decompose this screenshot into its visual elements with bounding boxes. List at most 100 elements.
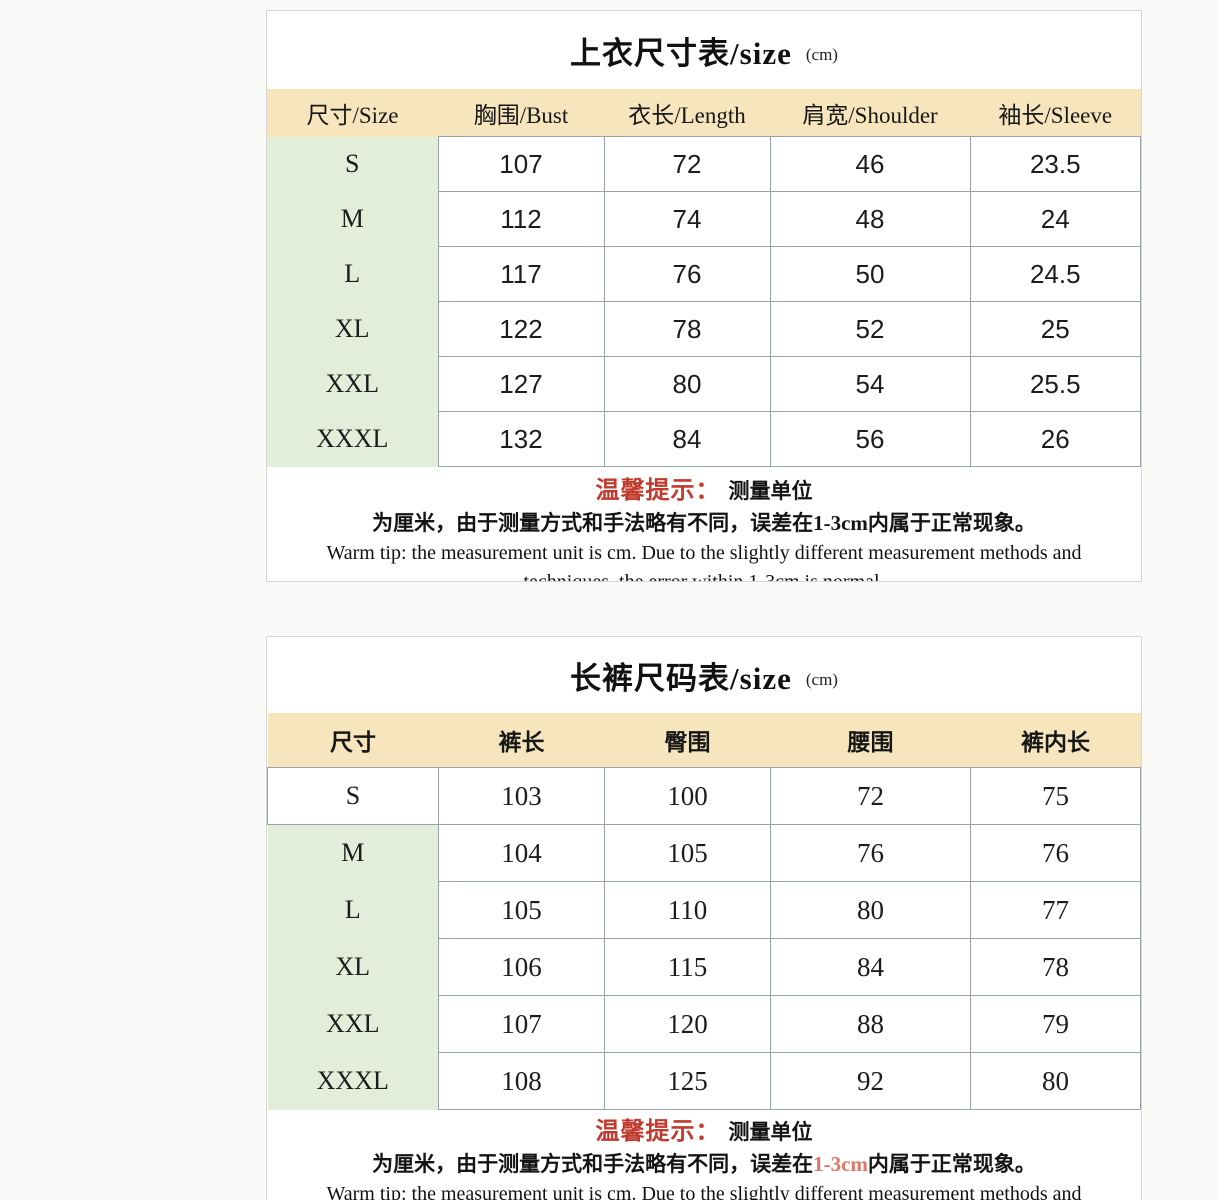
value-cell: 127 <box>437 356 605 412</box>
value-cell: 76 <box>970 824 1141 882</box>
bottom-chart-unit-label: (cm) <box>805 670 838 689</box>
warm-tip-unit-text: 测量单位 <box>728 1120 813 1144</box>
value-cell: 84 <box>603 411 771 467</box>
value-cell: 120 <box>604 995 771 1053</box>
value-cell: 78 <box>603 301 771 357</box>
column-header-sleeve: 袖长/Sleeve <box>970 89 1141 137</box>
value-cell: 132 <box>437 411 605 467</box>
value-cell: 107 <box>437 136 605 192</box>
table-row: S 107 72 46 23.5 <box>267 136 1141 192</box>
table-row: S 103 100 72 75 <box>267 767 1141 825</box>
warm-tip-unit-text: 测量单位 <box>728 479 813 503</box>
value-cell: 106 <box>438 938 605 996</box>
warm-tip-zh-post: 内属于正常现象。 <box>867 1152 1036 1176</box>
size-cell: XXXL <box>267 1052 439 1110</box>
top-warm-tip: 温馨提示： 测量单位 为厘米，由于测量方式和手法略有不同，误差在1-3cm内属于正… <box>267 467 1141 582</box>
value-cell: 75 <box>970 767 1141 825</box>
value-cell: 25 <box>969 301 1141 357</box>
value-cell: 50 <box>769 246 971 302</box>
value-cell: 46 <box>769 136 971 192</box>
value-cell: 107 <box>438 995 605 1053</box>
value-cell: 115 <box>604 938 771 996</box>
warm-tip-line-en2: techniques, the error within 1-3cm is no… <box>523 571 885 582</box>
top-chart-unit-label: (cm) <box>805 45 838 64</box>
value-cell: 103 <box>438 767 605 825</box>
value-cell: 24.5 <box>969 246 1141 302</box>
value-cell: 48 <box>769 191 971 247</box>
warm-tip-line-en1: Warm tip: the measurement unit is cm. Du… <box>326 1183 1082 1200</box>
table-row: XL 122 78 52 25 <box>267 301 1141 357</box>
value-cell: 23.5 <box>969 136 1141 192</box>
warm-tip-zh-highlight: 1-3cm <box>813 1152 868 1176</box>
column-header-waist: 腰围 <box>770 713 971 768</box>
value-cell: 122 <box>437 301 605 357</box>
value-cell: 79 <box>970 995 1141 1053</box>
value-cell: 100 <box>604 767 771 825</box>
value-cell: 105 <box>604 824 771 882</box>
warm-tip-label: 温馨提示： <box>595 478 721 504</box>
size-cell: XL <box>267 938 439 996</box>
warm-tip-label: 温馨提示： <box>595 1119 721 1145</box>
warm-tip-zh-pre: 为厘米，由于测量方式和手法略有不同，误差在 <box>372 1152 814 1176</box>
table-row: L 117 76 50 24.5 <box>267 246 1141 302</box>
column-header-length: 衣长/Length <box>604 89 770 137</box>
value-cell: 84 <box>770 938 971 996</box>
size-cell: L <box>267 246 438 302</box>
value-cell: 25.5 <box>969 356 1141 412</box>
value-cell: 88 <box>770 995 971 1053</box>
warm-tip-heading: 温馨提示： 测量单位 <box>267 1117 1141 1147</box>
value-cell: 56 <box>769 411 971 467</box>
value-cell: 76 <box>770 824 971 882</box>
table-row: XXXL 132 84 56 26 <box>267 411 1141 467</box>
value-cell: 117 <box>437 246 605 302</box>
value-cell: 77 <box>970 881 1141 939</box>
table-row: XXL 107 120 88 79 <box>267 995 1141 1053</box>
bottom-table-header-row: 尺寸 裤长 臀围 腰围 裤内长 <box>267 713 1141 768</box>
size-cell: XXXL <box>267 411 438 467</box>
table-row: XL 106 115 84 78 <box>267 938 1141 996</box>
warm-tip-line-zh: 为厘米，由于测量方式和手法略有不同，误差在1-3cm内属于正常现象。 <box>267 1149 1141 1179</box>
table-row: XXXL 108 125 92 80 <box>267 1052 1141 1110</box>
size-cell: S <box>267 136 438 192</box>
warm-tip-heading: 温馨提示： 测量单位 <box>267 476 1141 506</box>
top-size-table: 尺寸/Size 胸围/Bust 衣长/Length 肩宽/Shoulder 袖长… <box>267 89 1141 467</box>
value-cell: 54 <box>769 356 971 412</box>
value-cell: 92 <box>770 1052 971 1110</box>
table-row: XXL 127 80 54 25.5 <box>267 356 1141 412</box>
value-cell: 78 <box>970 938 1141 996</box>
top-chart-title-row: 上衣尺寸表/size (cm) <box>267 11 1141 89</box>
column-header-shoulder: 肩宽/Shoulder <box>770 89 970 137</box>
bottom-warm-tip: 温馨提示： 测量单位 为厘米，由于测量方式和手法略有不同，误差在1-3cm内属于正… <box>267 1110 1141 1200</box>
value-cell: 76 <box>603 246 771 302</box>
value-cell: 24 <box>969 191 1141 247</box>
top-size-chart-card: 上衣尺寸表/size (cm) 尺寸/Size 胸围/Bust 衣长/Lengt… <box>266 10 1142 582</box>
bottom-chart-title: 长裤尺码表/size <box>570 660 792 696</box>
value-cell: 125 <box>604 1052 771 1110</box>
bottom-size-table: 尺寸 裤长 臀围 腰围 裤内长 S 103 100 72 75 M 104 <box>267 713 1141 1110</box>
top-chart-title: 上衣尺寸表/size <box>570 35 792 71</box>
column-header-size: 尺寸/Size <box>267 89 438 137</box>
value-cell: 26 <box>969 411 1141 467</box>
column-header-size: 尺寸 <box>267 713 439 768</box>
value-cell: 112 <box>437 191 605 247</box>
warm-tip-line-en1: Warm tip: the measurement unit is cm. Du… <box>326 542 1082 564</box>
column-header-hip: 臀围 <box>604 713 771 768</box>
value-cell: 80 <box>970 1052 1141 1110</box>
size-cell: L <box>267 881 439 939</box>
value-cell: 72 <box>770 767 971 825</box>
size-cell: S <box>267 767 439 825</box>
value-cell: 80 <box>770 881 971 939</box>
value-cell: 110 <box>604 881 771 939</box>
bottom-chart-title-row: 长裤尺码表/size (cm) <box>267 637 1141 713</box>
size-cell: XL <box>267 301 438 357</box>
column-header-bust: 胸围/Bust <box>438 89 604 137</box>
column-header-pants-length: 裤长 <box>438 713 605 768</box>
value-cell: 105 <box>438 881 605 939</box>
size-cell: M <box>267 824 439 882</box>
table-row: L 105 110 80 77 <box>267 881 1141 939</box>
value-cell: 104 <box>438 824 605 882</box>
value-cell: 72 <box>603 136 771 192</box>
size-cell: XXL <box>267 995 439 1053</box>
size-cell: M <box>267 191 438 247</box>
